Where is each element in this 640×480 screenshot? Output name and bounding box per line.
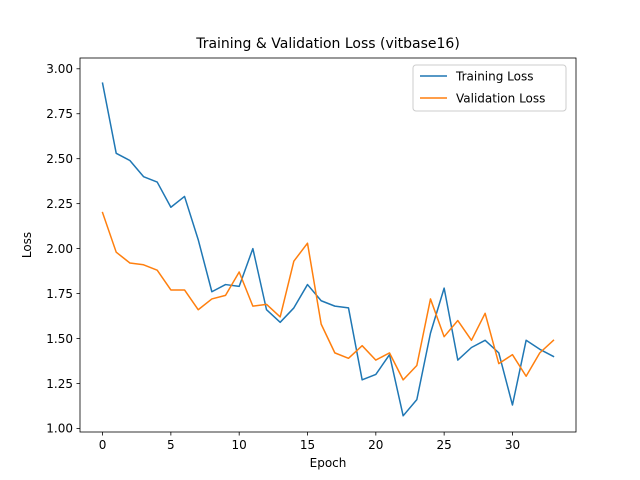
legend-entry: Training Loss [455,69,533,83]
x-tick-label: 20 [368,438,383,452]
y-tick-label: 3.00 [46,62,73,76]
x-tick-label: 25 [437,438,452,452]
legend-box [412,64,567,112]
y-tick-label: 2.50 [46,152,73,166]
y-tick-label: 1.25 [46,377,73,391]
series-line-validation-loss [101,211,555,381]
x-axis-label: Epoch [310,456,347,470]
y-tick-label: 1.75 [46,287,73,301]
y-tick-label: 2.75 [46,107,73,121]
y-tick-label: 1.00 [46,422,73,436]
x-tick-label: 30 [505,438,520,452]
x-tick-label: 15 [300,438,315,452]
y-tick-label: 1.50 [46,332,73,346]
chart-title: Training & Validation Loss (vitbase16) [195,36,460,52]
y-axis-label: Loss [20,232,34,258]
y-tick-label: 2.25 [46,197,73,211]
x-tick-label: 0 [99,438,107,452]
y-tick-label: 2.00 [46,242,73,256]
x-tick-label: 5 [167,438,175,452]
series-line-training-loss [101,82,555,417]
plot-area: 0 5 10 15 20 25 30 1.00 1.25 1.50 1.75 2.00 2.25 2.50… [46,57,577,452]
axes-frame [79,57,577,433]
legend: Training Loss Validation Loss [412,64,567,112]
x-tick-label: 10 [232,438,247,452]
legend-entry: Validation Loss [456,91,545,105]
